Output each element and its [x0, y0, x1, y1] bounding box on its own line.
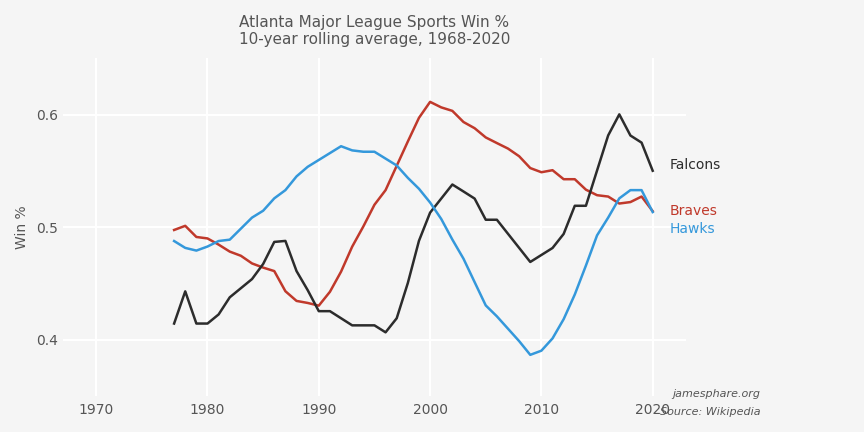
Y-axis label: Win %: Win % [15, 205, 29, 249]
Text: Falcons: Falcons [670, 158, 721, 172]
Text: Source: Wikipedia: Source: Wikipedia [660, 407, 760, 417]
Text: Hawks: Hawks [670, 222, 715, 236]
Text: jamesphare.org: jamesphare.org [672, 389, 760, 400]
Text: Braves: Braves [670, 204, 717, 218]
Title: Atlanta Major League Sports Win %
10-year rolling average, 1968-2020: Atlanta Major League Sports Win % 10-yea… [238, 15, 510, 48]
